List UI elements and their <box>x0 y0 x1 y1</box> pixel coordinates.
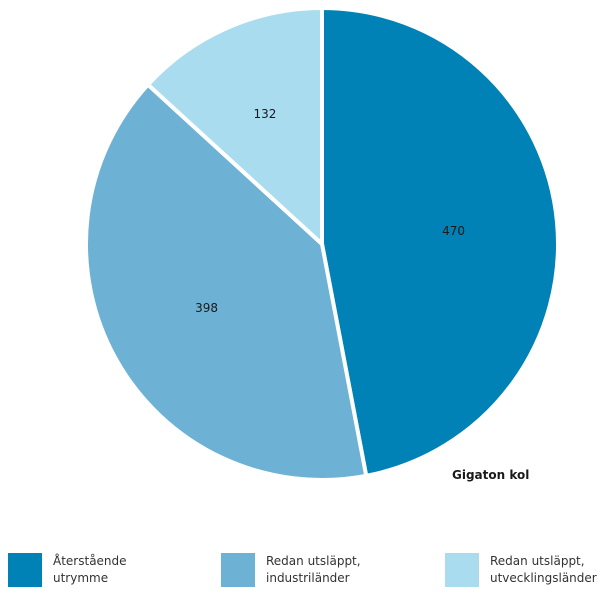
pie-slice-value-industrial: 398 <box>195 301 218 315</box>
pie-slice-value-remaining: 470 <box>442 224 465 238</box>
legend-label-developing-line-1: Redan utsläppt, <box>490 554 585 568</box>
legend-label-industrial: Redan utsläppt, industriländer <box>266 553 361 587</box>
pie-slice-labels: 470 398 132 <box>195 107 465 315</box>
legend-item-developing: Redan utsläppt, utvecklingsländer <box>445 553 597 587</box>
legend-label-industrial-line-2: industriländer <box>266 571 350 585</box>
legend-label-developing: Redan utsläppt, utvecklingsländer <box>490 553 597 587</box>
pie-slice-developing <box>145 6 324 246</box>
unit-label: Gigaton kol <box>452 468 530 482</box>
legend-swatch-developing <box>445 553 479 587</box>
legend-label-developing-line-2: utvecklingsländer <box>490 571 597 585</box>
legend-item-remaining: Återstående utrymme <box>8 553 127 587</box>
pie-slices <box>84 6 560 482</box>
legend-item-industrial: Redan utsläppt, industriländer <box>221 553 361 587</box>
legend: Återstående utrymme Redan utsläppt, indu… <box>0 553 606 591</box>
legend-label-remaining-line-2: utrymme <box>53 571 109 585</box>
pie-slice-industrial <box>84 82 369 482</box>
legend-label-remaining: Återstående utrymme <box>53 553 127 587</box>
legend-swatch-industrial <box>221 553 255 587</box>
legend-label-industrial-line-1: Redan utsläppt, <box>266 554 361 568</box>
pie-slice-value-developing: 132 <box>253 107 276 121</box>
legend-label-remaining-line-1: Återstående <box>53 554 127 568</box>
legend-swatch-remaining <box>8 553 42 587</box>
pie-slice-remaining <box>320 6 560 478</box>
